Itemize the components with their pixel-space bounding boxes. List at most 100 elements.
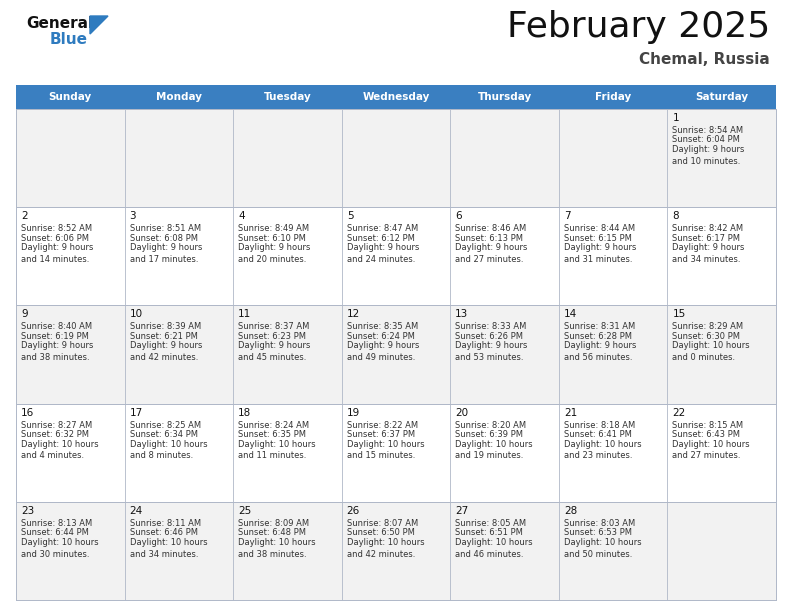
Text: Daylight: 10 hours
and 30 minutes.: Daylight: 10 hours and 30 minutes. <box>21 538 99 559</box>
Text: Sunset: 6:08 PM: Sunset: 6:08 PM <box>130 234 197 243</box>
Text: Sunrise: 8:09 AM: Sunrise: 8:09 AM <box>238 519 309 528</box>
Text: 5: 5 <box>347 211 353 221</box>
Text: Saturday: Saturday <box>695 92 748 102</box>
Text: Daylight: 9 hours
and 27 minutes.: Daylight: 9 hours and 27 minutes. <box>455 243 527 264</box>
Text: 11: 11 <box>238 310 251 319</box>
Text: Daylight: 9 hours
and 14 minutes.: Daylight: 9 hours and 14 minutes. <box>21 243 93 264</box>
Text: Sunrise: 8:39 AM: Sunrise: 8:39 AM <box>130 323 201 332</box>
Text: 1: 1 <box>672 113 679 123</box>
Text: Sunset: 6:34 PM: Sunset: 6:34 PM <box>130 430 197 439</box>
Polygon shape <box>90 16 108 34</box>
Text: Sunrise: 8:07 AM: Sunrise: 8:07 AM <box>347 519 418 528</box>
Text: Daylight: 10 hours
and 34 minutes.: Daylight: 10 hours and 34 minutes. <box>130 538 208 559</box>
Text: Sunrise: 8:18 AM: Sunrise: 8:18 AM <box>564 420 635 430</box>
Text: 15: 15 <box>672 310 686 319</box>
Text: Sunset: 6:10 PM: Sunset: 6:10 PM <box>238 234 306 243</box>
Text: Sunrise: 8:46 AM: Sunrise: 8:46 AM <box>455 224 527 233</box>
Text: Sunrise: 8:37 AM: Sunrise: 8:37 AM <box>238 323 310 332</box>
Text: Daylight: 10 hours
and 19 minutes.: Daylight: 10 hours and 19 minutes. <box>455 439 533 460</box>
Text: 3: 3 <box>130 211 136 221</box>
Text: Sunrise: 8:15 AM: Sunrise: 8:15 AM <box>672 420 744 430</box>
Text: Daylight: 9 hours
and 45 minutes.: Daylight: 9 hours and 45 minutes. <box>238 341 310 362</box>
Text: 4: 4 <box>238 211 245 221</box>
Text: Sunrise: 8:40 AM: Sunrise: 8:40 AM <box>21 323 92 332</box>
Text: 20: 20 <box>455 408 468 417</box>
Text: 23: 23 <box>21 506 34 516</box>
Text: Daylight: 9 hours
and 17 minutes.: Daylight: 9 hours and 17 minutes. <box>130 243 202 264</box>
Text: Sunrise: 8:49 AM: Sunrise: 8:49 AM <box>238 224 309 233</box>
Text: 21: 21 <box>564 408 577 417</box>
Text: Sunset: 6:48 PM: Sunset: 6:48 PM <box>238 528 307 537</box>
Text: Sunset: 6:23 PM: Sunset: 6:23 PM <box>238 332 307 341</box>
Text: 16: 16 <box>21 408 34 417</box>
Text: 17: 17 <box>130 408 143 417</box>
Text: General: General <box>26 16 93 31</box>
Text: Sunset: 6:12 PM: Sunset: 6:12 PM <box>347 234 414 243</box>
Text: Sunset: 6:04 PM: Sunset: 6:04 PM <box>672 135 741 144</box>
Bar <box>16 403 776 502</box>
Text: Daylight: 9 hours
and 49 minutes.: Daylight: 9 hours and 49 minutes. <box>347 341 419 362</box>
Text: 7: 7 <box>564 211 570 221</box>
Text: Sunrise: 8:54 AM: Sunrise: 8:54 AM <box>672 126 744 135</box>
Text: Daylight: 9 hours
and 53 minutes.: Daylight: 9 hours and 53 minutes. <box>455 341 527 362</box>
Text: Daylight: 9 hours
and 34 minutes.: Daylight: 9 hours and 34 minutes. <box>672 243 744 264</box>
Text: Sunset: 6:19 PM: Sunset: 6:19 PM <box>21 332 89 341</box>
Text: Daylight: 10 hours
and 8 minutes.: Daylight: 10 hours and 8 minutes. <box>130 439 208 460</box>
Text: Daylight: 10 hours
and 4 minutes.: Daylight: 10 hours and 4 minutes. <box>21 439 99 460</box>
Text: Sunset: 6:15 PM: Sunset: 6:15 PM <box>564 234 632 243</box>
Text: 6: 6 <box>455 211 462 221</box>
Text: Sunrise: 8:33 AM: Sunrise: 8:33 AM <box>455 323 527 332</box>
Text: Sunset: 6:21 PM: Sunset: 6:21 PM <box>130 332 197 341</box>
Bar <box>16 85 776 109</box>
Text: Sunrise: 8:29 AM: Sunrise: 8:29 AM <box>672 323 744 332</box>
Text: Daylight: 9 hours
and 20 minutes.: Daylight: 9 hours and 20 minutes. <box>238 243 310 264</box>
Text: Sunset: 6:51 PM: Sunset: 6:51 PM <box>455 528 524 537</box>
Bar <box>16 207 776 305</box>
Text: Daylight: 10 hours
and 23 minutes.: Daylight: 10 hours and 23 minutes. <box>564 439 642 460</box>
Text: 2: 2 <box>21 211 28 221</box>
Text: Sunrise: 8:47 AM: Sunrise: 8:47 AM <box>347 224 418 233</box>
Text: Sunrise: 8:22 AM: Sunrise: 8:22 AM <box>347 420 418 430</box>
Text: Daylight: 9 hours
and 31 minutes.: Daylight: 9 hours and 31 minutes. <box>564 243 636 264</box>
Text: Sunset: 6:24 PM: Sunset: 6:24 PM <box>347 332 414 341</box>
Text: Daylight: 9 hours
and 24 minutes.: Daylight: 9 hours and 24 minutes. <box>347 243 419 264</box>
Text: 22: 22 <box>672 408 686 417</box>
Text: Daylight: 9 hours
and 10 minutes.: Daylight: 9 hours and 10 minutes. <box>672 145 744 166</box>
Text: Sunrise: 8:44 AM: Sunrise: 8:44 AM <box>564 224 635 233</box>
Bar <box>16 502 776 600</box>
Text: 25: 25 <box>238 506 251 516</box>
Text: 26: 26 <box>347 506 360 516</box>
Text: Wednesday: Wednesday <box>362 92 430 102</box>
Text: Sunset: 6:44 PM: Sunset: 6:44 PM <box>21 528 89 537</box>
Text: Daylight: 10 hours
and 0 minutes.: Daylight: 10 hours and 0 minutes. <box>672 341 750 362</box>
Text: Daylight: 10 hours
and 38 minutes.: Daylight: 10 hours and 38 minutes. <box>238 538 316 559</box>
Text: Sunset: 6:28 PM: Sunset: 6:28 PM <box>564 332 632 341</box>
Text: Sunrise: 8:51 AM: Sunrise: 8:51 AM <box>130 224 200 233</box>
Text: 28: 28 <box>564 506 577 516</box>
Text: 10: 10 <box>130 310 143 319</box>
Text: Sunrise: 8:25 AM: Sunrise: 8:25 AM <box>130 420 200 430</box>
Text: Sunset: 6:37 PM: Sunset: 6:37 PM <box>347 430 415 439</box>
Text: 8: 8 <box>672 211 679 221</box>
Text: February 2025: February 2025 <box>507 10 770 44</box>
Text: Sunrise: 8:52 AM: Sunrise: 8:52 AM <box>21 224 92 233</box>
Text: Daylight: 10 hours
and 50 minutes.: Daylight: 10 hours and 50 minutes. <box>564 538 642 559</box>
Text: Daylight: 10 hours
and 11 minutes.: Daylight: 10 hours and 11 minutes. <box>238 439 316 460</box>
Bar <box>16 305 776 403</box>
Text: Friday: Friday <box>595 92 631 102</box>
Text: Daylight: 9 hours
and 38 minutes.: Daylight: 9 hours and 38 minutes. <box>21 341 93 362</box>
Text: Sunrise: 8:11 AM: Sunrise: 8:11 AM <box>130 519 200 528</box>
Text: Sunrise: 8:31 AM: Sunrise: 8:31 AM <box>564 323 635 332</box>
Text: Daylight: 9 hours
and 56 minutes.: Daylight: 9 hours and 56 minutes. <box>564 341 636 362</box>
Text: 12: 12 <box>347 310 360 319</box>
Text: 9: 9 <box>21 310 28 319</box>
Text: Sunrise: 8:13 AM: Sunrise: 8:13 AM <box>21 519 92 528</box>
Text: Sunset: 6:41 PM: Sunset: 6:41 PM <box>564 430 632 439</box>
Text: Chemal, Russia: Chemal, Russia <box>639 52 770 67</box>
Text: Monday: Monday <box>156 92 202 102</box>
Text: Sunset: 6:26 PM: Sunset: 6:26 PM <box>455 332 524 341</box>
Text: Sunrise: 8:24 AM: Sunrise: 8:24 AM <box>238 420 309 430</box>
Text: Sunrise: 8:27 AM: Sunrise: 8:27 AM <box>21 420 92 430</box>
Text: Sunset: 6:06 PM: Sunset: 6:06 PM <box>21 234 89 243</box>
Text: Sunday: Sunday <box>48 92 92 102</box>
